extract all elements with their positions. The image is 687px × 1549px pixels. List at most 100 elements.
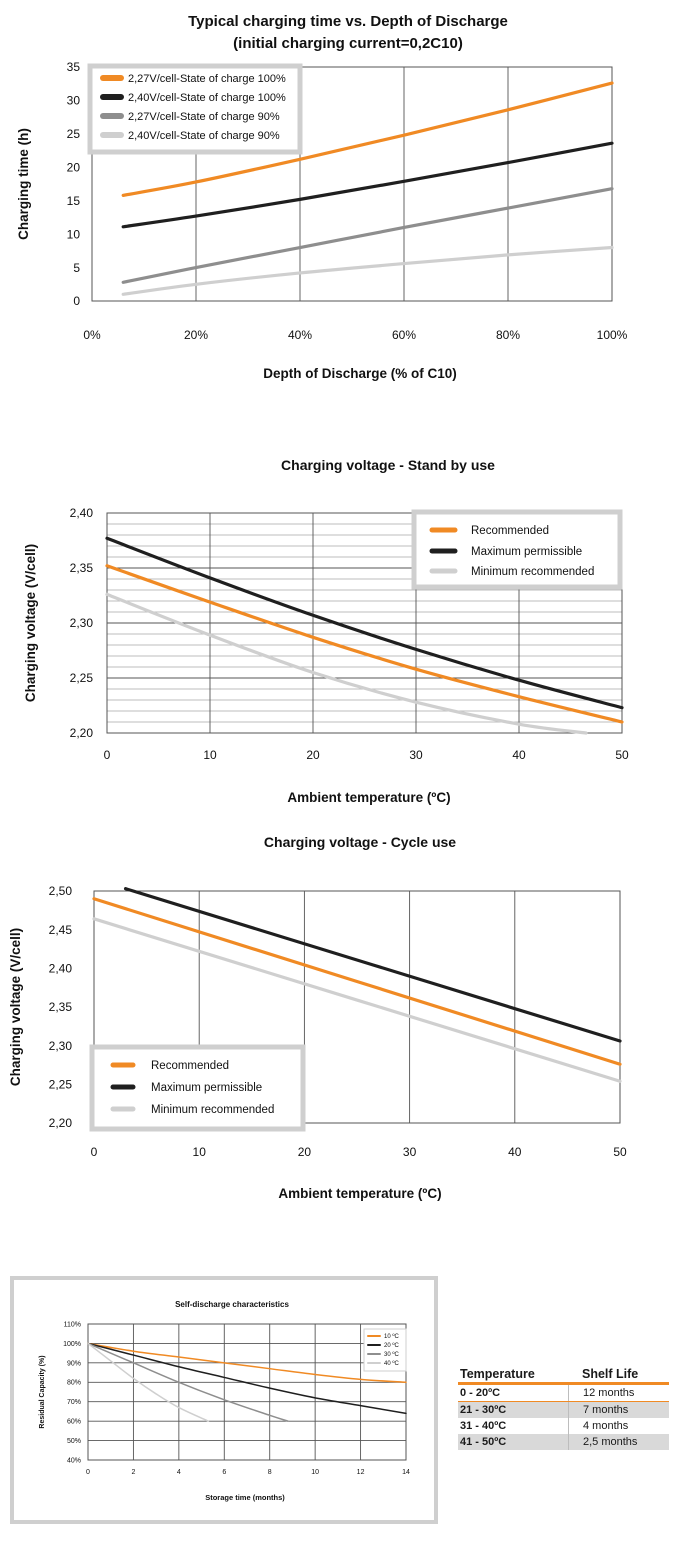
y-tick-label: 2,30: [70, 616, 94, 630]
x-tick-label: 30: [403, 1145, 417, 1159]
x-tick-label: 40: [508, 1145, 522, 1159]
x-tick-label: 10: [311, 1469, 319, 1476]
series-line: [121, 187, 614, 284]
shelf-life-header-label: Shelf Life: [582, 1367, 639, 1381]
y-tick-label: 2,25: [70, 671, 94, 685]
legend-label: 2,40V/cell-State of charge 90%: [128, 130, 280, 142]
x-tick-label: 20: [306, 748, 320, 762]
series-line: [121, 141, 614, 229]
legend-label: Recommended: [471, 525, 549, 537]
chart-title: Self-discharge characteristics: [175, 1300, 289, 1309]
x-tick-label: 6: [222, 1469, 226, 1476]
standby-voltage-chart: Charging voltage - Stand by use 0 10 20 30 40…: [23, 457, 629, 805]
shelf-life-table: Temperature Shelf Life 0 - 20ºC 12 month…: [458, 1367, 669, 1450]
x-tick-label: 100%: [597, 328, 628, 342]
x-tick-label: 80%: [496, 328, 520, 342]
plot-frame: [93, 890, 621, 1124]
y-axis-label: Charging time (h): [16, 128, 31, 240]
series-line: [105, 536, 624, 710]
shelf-life-cell: 12 months: [583, 1387, 635, 1399]
header-divider: [458, 1382, 669, 1385]
y-tick-label: 100%: [63, 1341, 81, 1348]
y-tick-label: 2,30: [49, 1039, 73, 1053]
shelf-life-header: Temperature Shelf Life: [458, 1367, 669, 1381]
x-tick-label: 10: [203, 748, 217, 762]
y-tick-label: 90%: [67, 1360, 81, 1367]
y-tick-label: 2,20: [49, 1116, 73, 1130]
y-tick-label: 110%: [64, 1321, 81, 1328]
x-tick-label: 40%: [288, 328, 312, 342]
x-tick-label: 0: [104, 748, 111, 762]
plot-frame: [87, 1323, 407, 1461]
x-tick-label: 50: [613, 1145, 627, 1159]
self-discharge-chart: Self-discharge characteristics 0 2 4 6 8 10 12 1…: [10, 1276, 438, 1524]
series-line: [92, 897, 622, 1066]
y-axis-label: Residual Capacity (%): [39, 1355, 46, 1428]
y-tick-label: 70%: [67, 1399, 81, 1406]
shelf-life-cell: 7 months: [583, 1404, 629, 1416]
series-line: [123, 887, 622, 1043]
y-tick-label: 2,50: [49, 884, 73, 898]
y-tick-label: 25: [67, 127, 81, 141]
y-tick-label: 2,45: [49, 923, 73, 937]
chart-title: Charging voltage - Stand by use: [281, 457, 495, 473]
y-tick-label: 35: [67, 60, 81, 74]
x-tick-label: 14: [402, 1469, 410, 1476]
series-line: [87, 1342, 289, 1422]
plot-frame: [106, 512, 623, 734]
shelf-life-cell: 4 months: [583, 1420, 629, 1432]
legend-label: Maximum permissible: [151, 1082, 262, 1094]
legend-label: 2,27V/cell-State of charge 90%: [128, 111, 280, 123]
table-row: 31 - 40ºC 4 months: [458, 1418, 669, 1434]
charging-time-chart: Typical charging time vs. Depth of Disch…: [16, 13, 628, 381]
x-tick-label: 20: [298, 1145, 312, 1159]
temperature-cell: 21 - 30ºC: [458, 1402, 569, 1418]
y-axis-label: Charging voltage (V/cell): [8, 928, 23, 1086]
y-tick-label: 50%: [67, 1438, 81, 1445]
x-tick-label: 12: [357, 1469, 365, 1476]
x-axis-label: Depth of Discharge (% of C10): [263, 366, 457, 381]
y-tick-label: 40%: [67, 1457, 81, 1464]
x-tick-label: 30: [409, 748, 423, 762]
y-tick-label: 2,20: [70, 726, 94, 740]
table-row: 21 - 30ºC 7 months: [458, 1401, 669, 1418]
legend-label: 2,40V/cell-State of charge 100%: [128, 92, 286, 104]
shelf-life-cell: 2,5 months: [583, 1436, 638, 1448]
temperature-cell: 31 - 40ºC: [458, 1418, 569, 1434]
y-tick-label: 2,35: [49, 1000, 73, 1014]
x-tick-label: 4: [177, 1469, 181, 1476]
x-tick-label: 0: [91, 1145, 98, 1159]
y-tick-label: 60%: [67, 1419, 81, 1426]
x-tick-label: 50: [615, 748, 629, 762]
series-line: [92, 917, 622, 1083]
legend-box: [87, 63, 303, 155]
chart-title: Charging voltage - Cycle use: [264, 834, 456, 850]
y-axis-label: Charging voltage (V/cell): [23, 544, 38, 702]
temperature-header: Temperature: [460, 1367, 535, 1381]
series-line: [87, 1342, 407, 1384]
y-tick-label: 5: [73, 261, 80, 275]
legend-label: Minimum recommended: [471, 566, 594, 578]
legend-label: 40 ºC: [384, 1360, 400, 1367]
y-tick-label: 0: [73, 294, 80, 308]
x-axis-label: Storage time (months): [205, 1493, 285, 1502]
legend-label: Maximum permissible: [471, 546, 582, 558]
y-tick-label: 2,35: [70, 561, 94, 575]
y-tick-label: 2,40: [49, 962, 73, 976]
series-line: [105, 564, 624, 724]
temperature-cell: 41 - 50ºC: [458, 1434, 569, 1450]
y-tick-label: 10: [67, 227, 81, 241]
series-line: [87, 1342, 210, 1422]
plot-frame: [91, 66, 613, 302]
y-tick-label: 2,40: [70, 506, 94, 520]
x-tick-label: 2: [131, 1469, 135, 1476]
legend-label: 20 ºC: [384, 1342, 400, 1349]
y-tick-label: 2,25: [49, 1078, 73, 1092]
table-row: 0 - 20ºC 12 months: [458, 1385, 669, 1401]
x-tick-label: 8: [268, 1469, 272, 1476]
x-tick-label: 0: [86, 1469, 90, 1476]
x-axis-label: Ambient temperature (ºC): [278, 1186, 441, 1201]
series-line: [121, 245, 614, 296]
y-tick-label: 80%: [67, 1380, 81, 1387]
cycle-voltage-chart: Charging voltage - Cycle use 0 10 20 30 40 50 2…: [8, 834, 627, 1201]
